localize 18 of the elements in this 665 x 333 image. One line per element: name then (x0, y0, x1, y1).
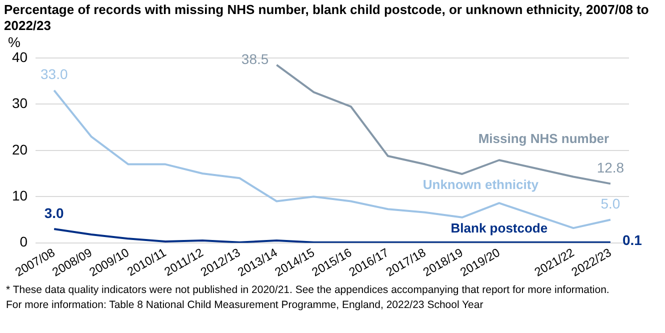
series-label: Blank postcode (450, 220, 548, 236)
y-axis-title: % (8, 34, 20, 50)
y-tick-label: 10 (12, 187, 28, 204)
series-label: Missing NHS number (478, 130, 610, 146)
y-tick-label: 40 (12, 48, 28, 65)
data-label: 12.8 (596, 160, 624, 176)
data-label: 0.1 (622, 232, 642, 248)
text: For more information: Table 8 National Child Measurement Programme, England, 2022/23 School Year (6, 298, 484, 313)
data-label: 5.0 (600, 196, 620, 212)
series-label: Unknown ethnicity (422, 177, 540, 192)
data-label: 38.5 (241, 50, 269, 67)
y-tick-label: 30 (12, 95, 28, 112)
text: * These data quality indicators were not published in 2020/21. See the appendices accompanying that report for more information. (6, 283, 610, 298)
y-tick-label: 20 (12, 141, 28, 158)
y-tick-label: 0 (20, 234, 28, 250)
chart-title: Percentage of records with missing NHS number, blank child postcode, or unknown ethnicity, 2007/08 to 2022/23 (4, 2, 649, 33)
data-label: 33.0 (40, 66, 68, 82)
data-label: 3.0 (44, 204, 64, 221)
